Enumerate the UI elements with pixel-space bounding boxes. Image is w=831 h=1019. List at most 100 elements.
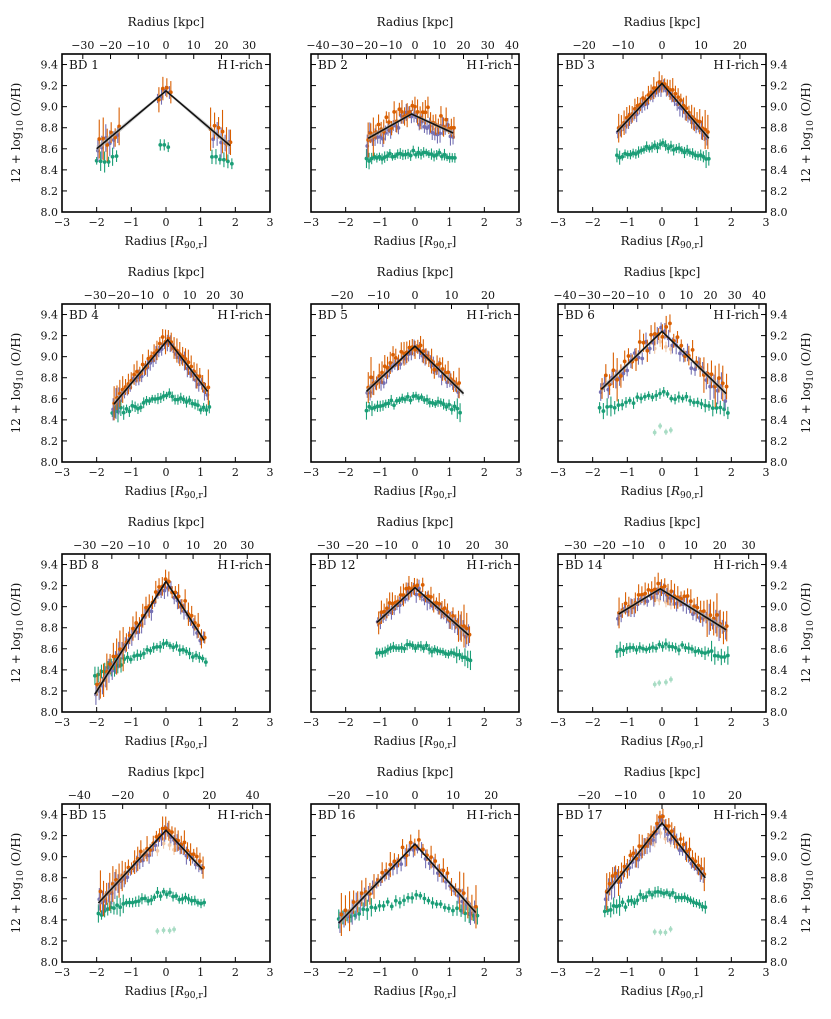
top-tick-label: 30 xyxy=(230,289,244,302)
data-point-orange xyxy=(98,889,103,894)
data-point-green xyxy=(181,647,185,652)
y-tick-label: 9.0 xyxy=(770,351,788,364)
data-point-orange xyxy=(637,844,642,849)
data-point-green xyxy=(601,409,606,413)
plot-frame xyxy=(310,553,520,713)
hi-rich-tag-text: H I-rich xyxy=(217,808,263,822)
data-point-orange xyxy=(446,370,450,375)
data-point-orange xyxy=(416,837,421,842)
y-tick-label: 9.2 xyxy=(770,580,788,593)
y-tick-label: 8.6 xyxy=(770,893,788,906)
data-point-green xyxy=(631,401,636,406)
data-point-green xyxy=(673,645,678,650)
data-point-orange xyxy=(681,842,686,847)
data-point-orange xyxy=(387,120,391,125)
x-tick-label: 0 xyxy=(659,466,666,479)
data-point-green xyxy=(634,647,639,652)
data-point-green xyxy=(178,396,183,400)
top-tick-label: 30 xyxy=(728,289,742,302)
data-point-green xyxy=(615,649,619,654)
data-point-green xyxy=(647,646,652,651)
data-point-green xyxy=(173,397,177,402)
top-tick-label: −20 xyxy=(602,289,625,302)
y-axis-title-subscript: 10 xyxy=(16,120,26,132)
data-point-green xyxy=(441,649,445,654)
y-tick-label: 8.8 xyxy=(770,872,788,885)
panel-label-text: BD 3 xyxy=(565,58,595,72)
data-point-orange xyxy=(658,815,662,819)
data-point-green xyxy=(189,898,194,903)
data-point-orange xyxy=(660,334,665,339)
data-point-orange xyxy=(170,830,174,835)
data-point-green xyxy=(155,645,159,649)
data-point-green xyxy=(692,400,696,405)
data-point-green xyxy=(214,154,218,159)
data-point-green xyxy=(701,154,706,159)
data-point-green xyxy=(416,643,421,648)
data-point-orange xyxy=(695,605,700,610)
x-tick-label: −3 xyxy=(550,966,566,979)
data-point-orange xyxy=(385,606,389,611)
data-point-green xyxy=(413,152,418,157)
x-tick-label: −2 xyxy=(585,466,601,479)
top-tick-label: −40 xyxy=(68,789,91,802)
data-point-orange xyxy=(637,340,642,344)
y-tick-label: 9.0 xyxy=(41,351,59,364)
x-tick-label: 1 xyxy=(197,466,204,479)
x-tick-label: 3 xyxy=(516,466,523,479)
data-point-green xyxy=(114,154,119,159)
bottom-axis-title-main: Radius [ xyxy=(621,484,671,498)
y-axis-title-post: (O/H) xyxy=(799,83,813,121)
data-point-orange xyxy=(639,592,644,597)
data-point-green xyxy=(438,400,443,405)
data-point-orange xyxy=(675,335,680,339)
x-tick-label: −2 xyxy=(585,966,601,979)
top-tick-label: −20 xyxy=(577,789,600,802)
data-point-orange xyxy=(421,847,425,852)
data-point-orange xyxy=(676,95,681,100)
data-point-green xyxy=(635,898,640,903)
data-point-green xyxy=(620,900,625,905)
data-point-green xyxy=(719,655,724,659)
data-point-orange xyxy=(359,891,364,896)
data-point-green xyxy=(392,403,396,408)
data-point-green xyxy=(659,890,663,895)
data-point-green xyxy=(621,648,626,653)
data-point-green xyxy=(631,645,636,650)
data-point-orange xyxy=(339,912,344,917)
x-tick-label: −3 xyxy=(54,716,70,729)
data-point-green xyxy=(670,644,675,649)
data-point-green xyxy=(447,402,451,407)
data-point-green xyxy=(673,895,678,900)
bottom-axis-title-subscript: 90,r xyxy=(680,491,699,501)
data-point-orange xyxy=(198,859,202,864)
plot-area xyxy=(94,76,234,173)
data-point-green xyxy=(158,894,163,899)
top-tick-label: −20 xyxy=(355,39,378,52)
hi-rich-tag-text: H I-rich xyxy=(466,308,512,322)
data-point-green xyxy=(383,649,388,654)
y-tick-label: 9.2 xyxy=(41,830,59,843)
data-point-green xyxy=(158,644,163,649)
data-point-green xyxy=(706,156,711,161)
data-point-green xyxy=(455,406,460,411)
y-tick-label: 9.4 xyxy=(770,809,788,822)
data-point-orange xyxy=(182,840,187,845)
panel-label: BD 8 xyxy=(69,558,99,572)
data-point-green xyxy=(452,404,457,409)
x-tick-label: 3 xyxy=(267,466,274,479)
data-point-green xyxy=(419,644,423,649)
x-tick-label: −2 xyxy=(585,216,601,229)
bottom-axis-title-main: Radius [ xyxy=(125,484,175,498)
data-point-green xyxy=(152,895,157,900)
x-tick-label: 1 xyxy=(197,966,204,979)
y-tick-label: 9.0 xyxy=(41,601,59,614)
data-point-green xyxy=(193,402,197,407)
bottom-axis-title: Radius [R90,r] xyxy=(125,484,208,501)
y-axis-title: 12 + log10 (O/H) xyxy=(799,83,816,184)
data-point-faint xyxy=(668,347,673,352)
bottom-axis-title: Radius [R90,r] xyxy=(374,734,457,751)
data-point-orange xyxy=(657,80,662,84)
top-tick-label: −10 xyxy=(626,289,649,302)
